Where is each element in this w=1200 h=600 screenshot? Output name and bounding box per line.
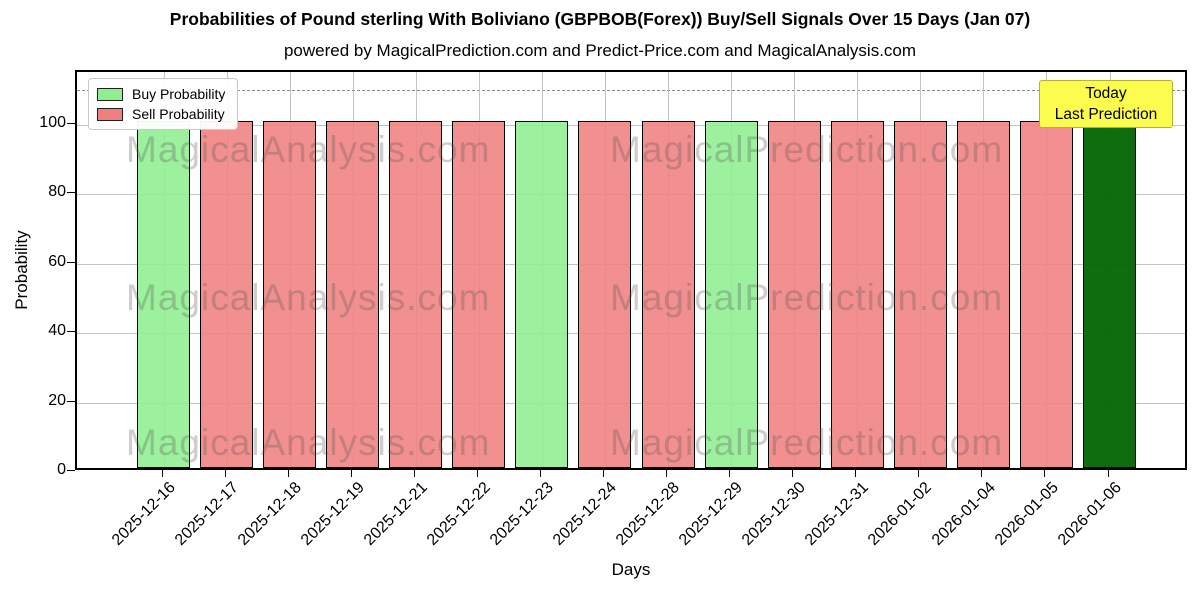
- legend: Buy Probability Sell Probability: [88, 78, 239, 130]
- today-annotation-line2: Last Prediction: [1054, 106, 1158, 123]
- bar-fill: [894, 122, 946, 467]
- plot-area: [75, 70, 1187, 470]
- bar-fill: [138, 122, 189, 467]
- y-tick: [67, 470, 75, 471]
- y-tick: [67, 192, 75, 194]
- x-tick: [602, 470, 604, 477]
- x-tick-label-text: 2025-12-31: [802, 479, 873, 549]
- bar-fill: [831, 122, 883, 467]
- x-tick: [666, 470, 668, 477]
- bar-2025-12-24: [578, 121, 632, 468]
- x-tick-label-text: 2026-01-02: [865, 479, 936, 549]
- chart-title: Probabilities of Pound sterling With Bol…: [169, 9, 1031, 29]
- x-tick: [918, 470, 920, 477]
- x-tick: [1044, 470, 1046, 477]
- watermark-text: MagicalPrediction.com: [610, 422, 1004, 463]
- watermark-text: MagicalPrediction.com: [610, 129, 1004, 170]
- bar-fill: [957, 122, 1009, 467]
- x-tick-label-text: 2025-12-17: [171, 479, 242, 549]
- x-tick: [287, 470, 289, 477]
- x-tick: [981, 470, 983, 477]
- y-tick: [67, 331, 75, 333]
- bar-fill: [201, 122, 253, 467]
- x-tick: [161, 470, 163, 477]
- bar-fill: [327, 122, 379, 467]
- bar-2025-12-17: [200, 121, 254, 468]
- x-tick-label-text: 2026-01-06: [1054, 479, 1125, 549]
- watermark-text: MagicalPrediction.com: [610, 277, 1004, 318]
- bar-2025-12-28: [641, 121, 695, 468]
- bar-fill: [1084, 122, 1136, 467]
- bar-2025-12-21: [389, 121, 443, 468]
- bar-2025-12-30: [767, 121, 821, 468]
- bar-2025-12-16: [137, 121, 190, 468]
- bar-fill: [642, 122, 694, 467]
- y-tick-label: 80: [48, 183, 66, 201]
- y-tick-label: 100: [39, 114, 66, 132]
- bar-2025-12-18: [263, 121, 317, 468]
- x-tick: [1107, 470, 1109, 477]
- x-tick-label-text: 2025-12-19: [297, 479, 368, 549]
- dashed-threshold-line: [77, 90, 1185, 92]
- watermark-text: MagicalAnalysis.com: [126, 129, 491, 170]
- bar-fill: [390, 122, 442, 467]
- x-tick-label-text: 2026-01-05: [991, 479, 1062, 549]
- x-tick: [476, 470, 478, 477]
- x-tick: [855, 470, 857, 477]
- today-annotation-box: Today Last Prediction: [1039, 80, 1173, 128]
- x-tick-label-text: 2026-01-04: [928, 479, 999, 549]
- legend-label-buy: Buy Probability: [132, 86, 226, 102]
- x-tick-label-text: 2025-12-30: [739, 479, 810, 549]
- x-tick-label-text: 2025-12-16: [108, 479, 179, 549]
- x-tick-label-text: 2025-12-23: [487, 479, 557, 549]
- legend-item-buy: Buy Probability: [97, 84, 225, 104]
- x-tick-label-text: 2025-12-28: [613, 479, 684, 549]
- bar-fill: [768, 122, 820, 467]
- y-tick: [67, 261, 75, 263]
- y-tick: [67, 400, 75, 402]
- bar-2025-12-22: [452, 121, 506, 468]
- bar-fill: [579, 122, 631, 467]
- x-tick: [729, 470, 731, 477]
- legend-item-sell: Sell Probability: [97, 104, 225, 124]
- bar-fill: [516, 122, 568, 467]
- x-tick-label-text: 2025-12-24: [550, 479, 621, 549]
- watermark-text: MagicalAnalysis.com: [126, 277, 491, 318]
- x-tick-label-text: 2025-12-18: [234, 479, 305, 549]
- x-axis-label: Days: [611, 560, 651, 579]
- buy-swatch-icon: [97, 87, 123, 101]
- bar-2025-12-23: [515, 121, 569, 468]
- bar-2025-12-31: [830, 121, 884, 468]
- x-tick-label-text: 2025-12-21: [360, 479, 431, 549]
- bar-2025-12-19: [326, 121, 380, 468]
- y-tick-label: 20: [48, 391, 66, 409]
- bar-2026-01-06: [1083, 121, 1137, 468]
- x-tick: [413, 470, 415, 477]
- chart-subtitle: powered by MagicalPrediction.com and Pre…: [283, 41, 917, 60]
- x-tick: [224, 470, 226, 477]
- bar-2025-12-29: [704, 121, 758, 468]
- y-tick-label: 40: [48, 322, 66, 340]
- bar-2026-01-02: [893, 121, 947, 468]
- bar-fill: [705, 122, 757, 467]
- y-tick-label: 0: [57, 461, 66, 478]
- bar-2026-01-04: [956, 121, 1010, 468]
- bar-2026-01-05: [1019, 121, 1073, 468]
- y-tick-label: 60: [48, 252, 66, 270]
- x-tick: [539, 470, 541, 477]
- y-tick: [67, 123, 75, 125]
- x-tick: [792, 470, 794, 477]
- bar-fill: [264, 122, 316, 467]
- watermark-text: MagicalAnalysis.com: [126, 422, 491, 463]
- today-annotation-line1: Today: [1085, 85, 1127, 102]
- legend-label-sell: Sell Probability: [132, 106, 225, 122]
- sell-swatch-icon: [97, 107, 123, 121]
- bar-fill: [1020, 122, 1072, 467]
- x-tick-label-text: 2025-12-22: [423, 479, 494, 549]
- bar-fill: [453, 122, 505, 467]
- x-tick: [350, 470, 352, 477]
- x-tick-label-text: 2025-12-29: [676, 479, 747, 549]
